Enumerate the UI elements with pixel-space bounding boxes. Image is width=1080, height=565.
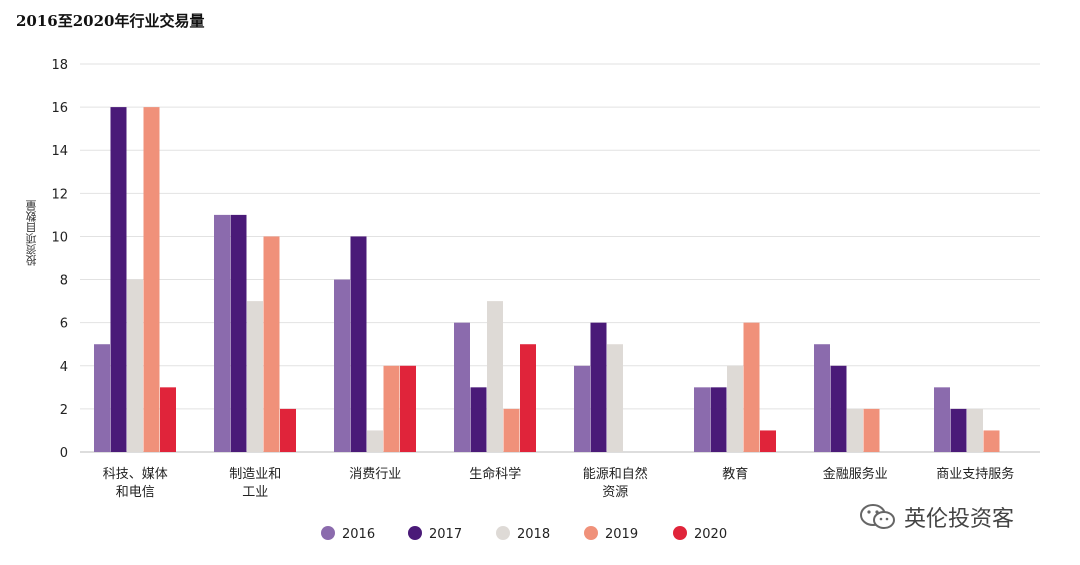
chart-title: 2016至2020年行业交易量 <box>16 12 205 30</box>
bar <box>694 387 710 452</box>
y-tick-label: 8 <box>60 274 68 289</box>
bar <box>830 365 847 452</box>
y-tick-label: 6 <box>60 317 68 332</box>
bar <box>280 408 296 452</box>
x-category-label: 资源 <box>602 485 628 500</box>
bar <box>110 107 127 452</box>
legend-marker <box>321 526 335 540</box>
bar <box>383 365 400 452</box>
legend-label: 2020 <box>694 527 727 542</box>
x-category-label: 工业 <box>242 485 268 500</box>
x-category-label: 能源和自然 <box>583 466 648 482</box>
x-category-label: 和电信 <box>116 485 155 500</box>
bar <box>127 279 143 452</box>
bar <box>520 344 536 452</box>
bar <box>574 365 590 452</box>
y-tick-label: 12 <box>51 187 68 202</box>
y-tick-label: 14 <box>51 144 68 159</box>
x-category-label: 商业支持服务 <box>936 466 1014 482</box>
x-category-label: 科技、媒体 <box>103 467 168 482</box>
y-tick-label: 10 <box>51 230 68 245</box>
bar <box>607 344 623 452</box>
x-category-label: 教育 <box>722 466 748 482</box>
bar <box>934 387 950 452</box>
bar <box>950 408 967 452</box>
bar <box>847 408 863 452</box>
bar <box>454 322 470 452</box>
bar <box>863 408 880 452</box>
x-category-label: 金融服务业 <box>823 466 888 482</box>
bar <box>727 365 743 452</box>
bar <box>334 279 350 452</box>
bar <box>263 236 280 452</box>
bar <box>710 387 727 452</box>
bar <box>350 236 367 452</box>
bar <box>230 214 247 452</box>
bar <box>760 430 776 452</box>
bar <box>400 365 416 452</box>
bar <box>470 387 487 452</box>
bar <box>590 322 607 452</box>
x-category-label: 制造业和 <box>229 467 281 482</box>
bar <box>367 430 383 452</box>
bar <box>814 344 830 452</box>
x-category-label: 生命科学 <box>469 466 521 482</box>
bar <box>983 430 1000 452</box>
bar <box>487 301 503 452</box>
y-tick-label: 18 <box>51 58 68 73</box>
y-tick-label: 0 <box>60 446 68 461</box>
bar <box>160 387 176 452</box>
wechat-icon <box>860 504 895 529</box>
legend-marker <box>408 526 422 540</box>
y-tick-label: 2 <box>60 403 68 418</box>
y-tick-label: 16 <box>51 101 68 116</box>
bar <box>247 301 263 452</box>
legend-label: 2016 <box>342 527 375 542</box>
x-category-label: 消费行业 <box>349 467 401 482</box>
legend-label: 2019 <box>605 527 638 542</box>
watermark-text: 英伦投资客 <box>904 507 1015 532</box>
legend-marker <box>496 526 510 540</box>
bar <box>503 408 520 452</box>
legend-marker <box>673 526 687 540</box>
bar <box>143 107 160 452</box>
bar <box>214 214 230 452</box>
legend-marker <box>584 526 598 540</box>
watermark: 英伦投资客 <box>858 500 1014 534</box>
y-tick-label: 4 <box>60 360 68 375</box>
legend-label: 2018 <box>517 527 550 542</box>
bar <box>743 322 760 452</box>
bar <box>967 408 983 452</box>
bar <box>94 344 110 452</box>
legend-label: 2017 <box>429 527 462 542</box>
